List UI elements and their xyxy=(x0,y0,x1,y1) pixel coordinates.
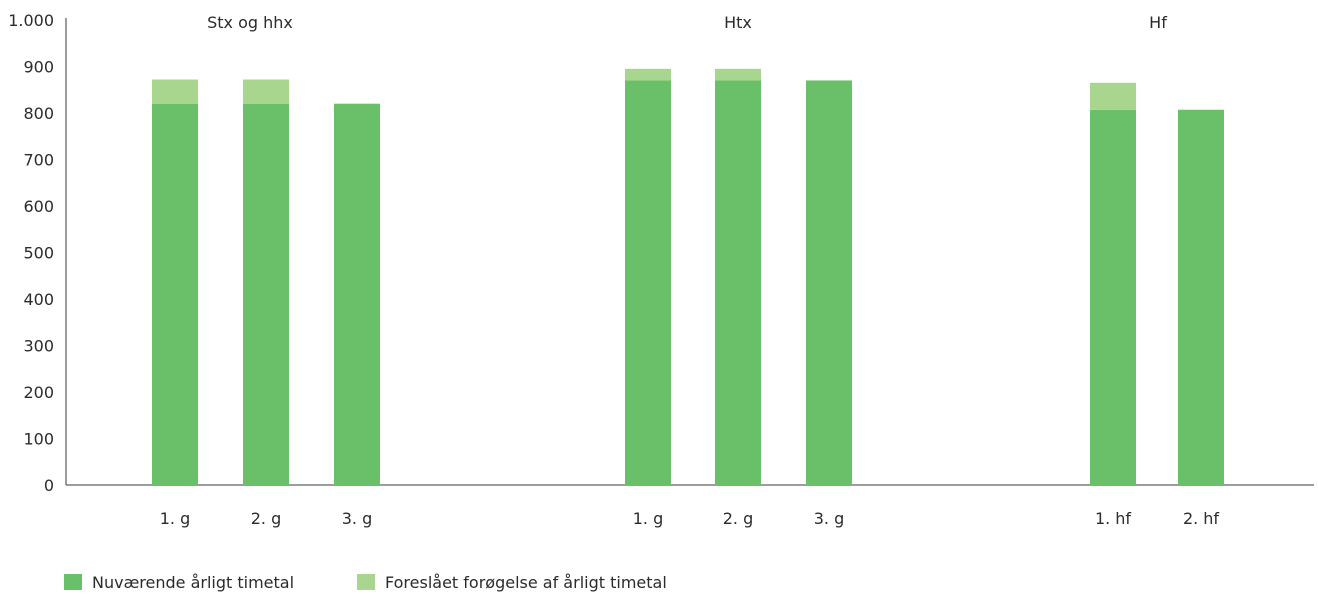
y-tick-label: 200 xyxy=(23,383,54,402)
x-tick-label: 1. hf xyxy=(1095,509,1131,528)
x-tick-label: 2. hf xyxy=(1183,509,1219,528)
y-tick-label: 800 xyxy=(23,104,54,123)
legend-swatch xyxy=(64,574,82,590)
bar-current xyxy=(1090,109,1136,486)
bar-current xyxy=(1178,109,1224,486)
y-tick-label: 500 xyxy=(23,244,54,263)
legend-swatch xyxy=(357,574,375,590)
x-tick-label: 1. g xyxy=(160,509,191,528)
bar-current xyxy=(152,103,198,485)
bar-increase xyxy=(715,68,761,81)
legend-label: Nuværende årligt timetal xyxy=(92,573,294,592)
group-label: Htx xyxy=(724,13,752,32)
bar-increase xyxy=(152,79,198,104)
bar-current xyxy=(806,80,852,485)
x-tick-label: 2. g xyxy=(723,509,754,528)
x-tick-label: 1. g xyxy=(633,509,664,528)
y-tick-label: 700 xyxy=(23,151,54,170)
y-tick-label: 600 xyxy=(23,197,54,216)
bar-current xyxy=(715,80,761,485)
group-label: Stx og hhx xyxy=(207,13,293,32)
bar-increase xyxy=(625,68,671,81)
y-tick-label: 400 xyxy=(23,290,54,309)
y-tick-label: 300 xyxy=(23,337,54,356)
bar-increase xyxy=(243,79,289,104)
bar-current xyxy=(625,80,671,485)
x-tick-label: 3. g xyxy=(814,509,845,528)
legend-label: Foreslået forøgelse af årligt timetal xyxy=(385,573,667,592)
y-tick-label: 100 xyxy=(23,430,54,449)
x-tick-label: 3. g xyxy=(342,509,373,528)
bar-increase xyxy=(1090,82,1136,110)
y-tick-label: 0 xyxy=(44,476,54,495)
bar-current xyxy=(243,103,289,485)
x-tick-label: 2. g xyxy=(251,509,282,528)
bar-current xyxy=(334,103,380,485)
group-label: Hf xyxy=(1149,13,1167,32)
y-tick-label: 900 xyxy=(23,58,54,77)
y-tick-label: 1.000 xyxy=(8,11,54,30)
